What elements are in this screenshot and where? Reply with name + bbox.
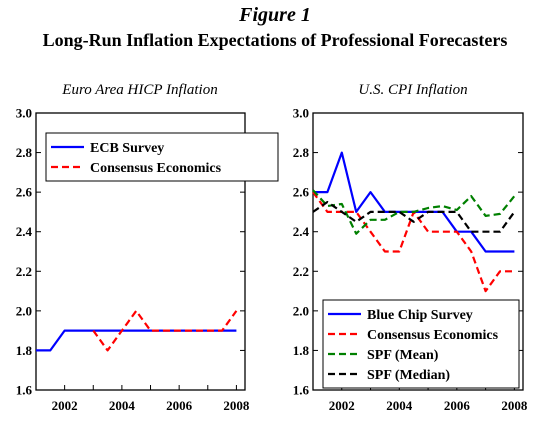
x-tick-label: 2002 xyxy=(52,398,78,413)
series-line-3 xyxy=(312,189,516,235)
y-tick-label: 2.4 xyxy=(16,224,33,239)
y-tick-label: 2.0 xyxy=(293,303,309,318)
figure-number: Figure 1 xyxy=(239,4,311,26)
series-line-2 xyxy=(92,309,238,352)
y-tick-label: 2.2 xyxy=(16,264,32,279)
plot-frame xyxy=(312,112,524,391)
legend-label: Consensus Economics xyxy=(90,161,222,176)
chart-subtitle: Euro Area HICP Inflation xyxy=(61,82,217,98)
y-tick-label: 1.6 xyxy=(16,383,33,398)
x-tick-label: 2006 xyxy=(444,398,471,413)
series-line-4 xyxy=(312,200,516,233)
plot-frame xyxy=(35,112,246,391)
y-tick-label: 2.2 xyxy=(293,264,309,279)
y-tick-label: 2.6 xyxy=(293,185,310,200)
chart-subtitle: U.S. CPI Inflation xyxy=(358,82,467,98)
y-tick-label: 2.0 xyxy=(16,303,32,318)
legend: ECB Survey Consensus Economics xyxy=(45,132,279,182)
legend: Blue Chip Survey Consensus Economics SPF (… xyxy=(322,299,520,389)
x-tick-label: 2006 xyxy=(166,398,193,413)
y-tick-label: 3.0 xyxy=(293,106,309,121)
y-tick-label: 2.8 xyxy=(16,145,33,160)
x-tick-label: 2008 xyxy=(501,398,528,413)
series-line-1 xyxy=(36,329,237,352)
x-tick-label: 2004 xyxy=(386,398,413,413)
legend-label: SPF (Median) xyxy=(367,368,450,383)
legend-label: SPF (Mean) xyxy=(367,348,439,363)
y-tick-label: 1.8 xyxy=(293,343,310,358)
legend-label: Consensus Economics xyxy=(367,328,499,343)
x-tick-label: 2002 xyxy=(329,398,355,413)
y-tick-label: 2.8 xyxy=(293,145,310,160)
chart-2: U.S. CPI Inflation 1.6 1.8 2.0 2.2 2.4 2.6 2.8 3… xyxy=(293,82,528,413)
y-tick-label: 2.4 xyxy=(293,224,310,239)
chart-1: Euro Area HICP Inflation 1.6 1.8 2.0 2.2 2.4 2… xyxy=(16,82,279,413)
y-tick-label: 1.8 xyxy=(16,343,33,358)
legend-label: Blue Chip Survey xyxy=(367,308,473,323)
legend-box xyxy=(45,132,279,182)
x-tick-label: 2004 xyxy=(109,398,136,413)
y-tick-label: 2.6 xyxy=(16,185,33,200)
x-tick-label: 2008 xyxy=(223,398,250,413)
y-tick-label: 1.6 xyxy=(293,383,310,398)
legend-label: ECB Survey xyxy=(90,141,164,156)
figure-title: Long-Run Inflation Expectations of Profe… xyxy=(42,30,508,50)
series-line-1 xyxy=(313,151,515,253)
y-tick-label: 3.0 xyxy=(16,106,32,121)
